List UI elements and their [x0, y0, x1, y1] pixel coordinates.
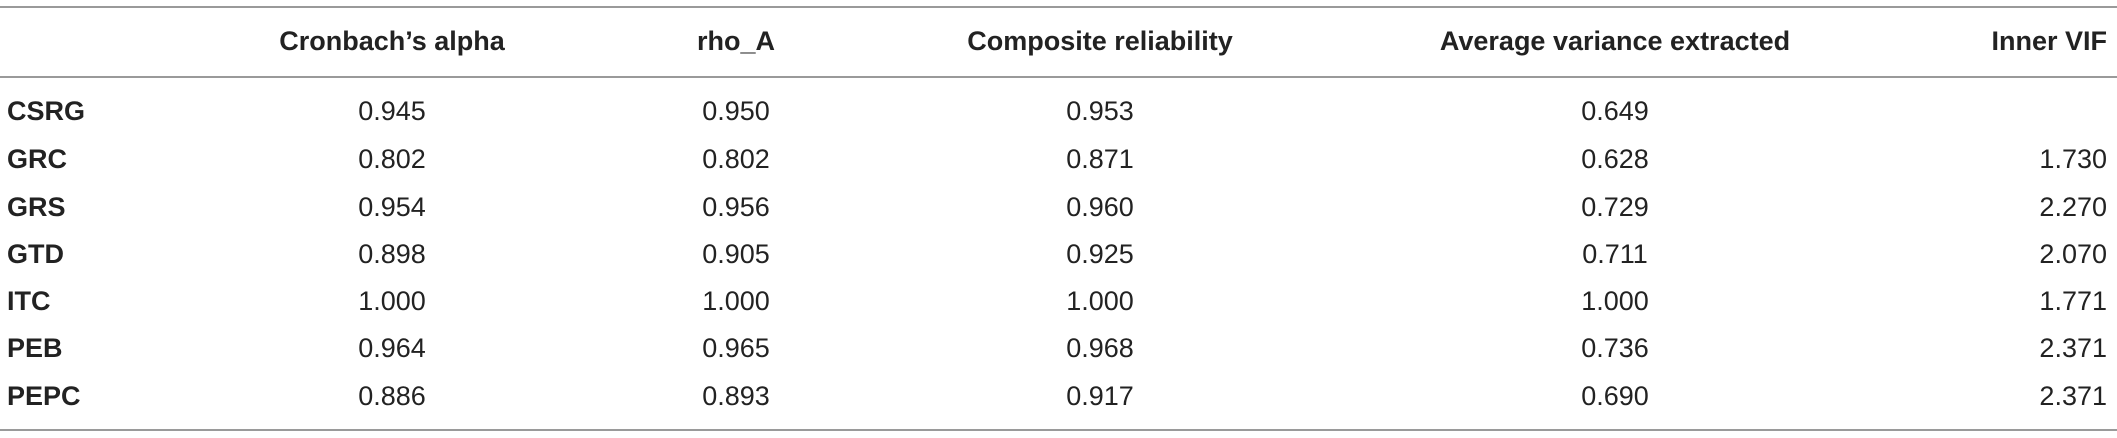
column-header: Average variance extracted: [1439, 26, 1791, 56]
cell-value: 0.893: [702, 381, 770, 411]
cell-value: 0.871: [1066, 144, 1134, 174]
cell-value: 0.956: [702, 192, 770, 222]
row-label: GRC: [7, 144, 67, 174]
cell-value: 0.802: [702, 144, 770, 174]
cell-value: 1.000: [702, 286, 770, 316]
cell-value: 0.925: [1066, 239, 1134, 269]
cell-value: 0.968: [1066, 333, 1134, 363]
cell-value: 2.070: [2039, 239, 2107, 269]
header-rule: [0, 76, 2117, 78]
cell-value: 1.000: [1066, 286, 1134, 316]
cell-value: 0.628: [1581, 144, 1649, 174]
row-label: GRS: [7, 192, 66, 222]
cell-value: 0.711: [1582, 239, 1648, 269]
cell-value: 1.771: [2039, 286, 2107, 316]
cell-value: 0.953: [1066, 96, 1134, 126]
column-header: Inner VIF: [1991, 26, 2107, 56]
column-header: rho_A: [696, 26, 776, 56]
bottom-rule: [0, 429, 2117, 431]
cell-value: 0.898: [358, 239, 426, 269]
cell-value: 0.950: [702, 96, 770, 126]
cell-value: 0.905: [702, 239, 770, 269]
top-rule: [0, 6, 2117, 8]
cell-value: 0.960: [1066, 192, 1134, 222]
cell-value: 1.000: [358, 286, 426, 316]
cell-value: 0.964: [358, 333, 426, 363]
cell-value: 2.371: [2039, 381, 2107, 411]
cell-value: 0.945: [358, 96, 426, 126]
cell-value: 0.649: [1581, 96, 1649, 126]
column-header: Composite reliability: [967, 26, 1233, 56]
row-label: PEPC: [7, 381, 81, 411]
cell-value: 0.736: [1581, 333, 1649, 363]
cell-value: 0.886: [358, 381, 426, 411]
cell-value: 0.954: [358, 192, 426, 222]
cell-value: 2.270: [2039, 192, 2107, 222]
cell-value: 0.965: [702, 333, 770, 363]
cell-value: 0.802: [358, 144, 426, 174]
cell-value: 2.371: [2039, 333, 2107, 363]
column-header: Cronbach’s alpha: [279, 26, 505, 56]
row-label: CSRG: [7, 96, 86, 126]
cell-value: 1.000: [1581, 286, 1649, 316]
cell-value: 0.729: [1581, 192, 1649, 222]
row-label: GTD: [7, 239, 64, 269]
cell-value: 1.730: [2039, 144, 2107, 174]
row-label: ITC: [7, 286, 51, 316]
cell-value: 0.690: [1581, 381, 1649, 411]
cell-value: 0.917: [1066, 381, 1134, 411]
row-label: PEB: [7, 333, 63, 363]
